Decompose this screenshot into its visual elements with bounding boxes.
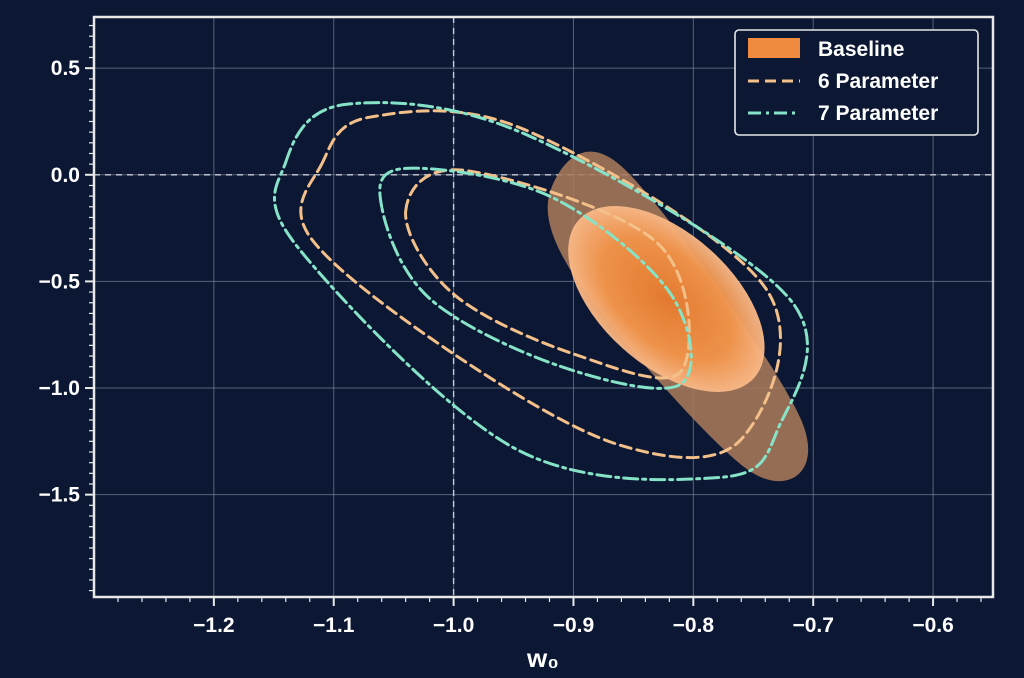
legend-swatch-baseline [748,38,800,58]
x-tick-label-2: −1.0 [433,614,474,637]
x-axis-label: w₀ [526,643,559,673]
plot-frame [92,15,995,599]
axis-ticks [85,24,982,606]
six-parameter-1sigma-contour [404,168,691,380]
y-tick-label-0: 0.5 [51,57,81,80]
y-tick-label-4: −1.5 [39,484,81,507]
x-tick-label-4: −0.8 [673,614,715,637]
seven-parameter-2sigma-contour [272,101,809,482]
y-tick-label-2: −0.5 [39,270,81,293]
legend-label-7-parameter: 7 Parameter [818,102,938,125]
x-tick-label-6: −0.6 [912,614,953,637]
x-tick-labels: −1.2 −1.1 −1.0 −0.9 −0.8 −0.7 −0.6 [193,614,954,637]
legend-label-6-parameter: 6 Parameter [818,70,938,93]
legend-label-baseline: Baseline [818,38,904,61]
seven-parameter-1sigma-contour [378,166,693,390]
y-tick-labels: 0.5 0.0 −0.5 −1.0 −1.5 [39,57,81,506]
x-tick-label-5: −0.7 [792,614,833,637]
reference-lines [94,17,993,597]
x-tick-label-3: −0.9 [553,614,594,637]
x-tick-label-0: −1.2 [193,614,234,637]
x-tick-label-1: −1.1 [313,614,355,637]
legend: Baseline 6 Parameter 7 Parameter [734,29,979,136]
y-tick-label-3: −1.0 [39,377,80,400]
y-tick-label-1: 0.0 [51,164,80,187]
baseline-1sigma-region [568,206,765,392]
contours [272,101,809,482]
